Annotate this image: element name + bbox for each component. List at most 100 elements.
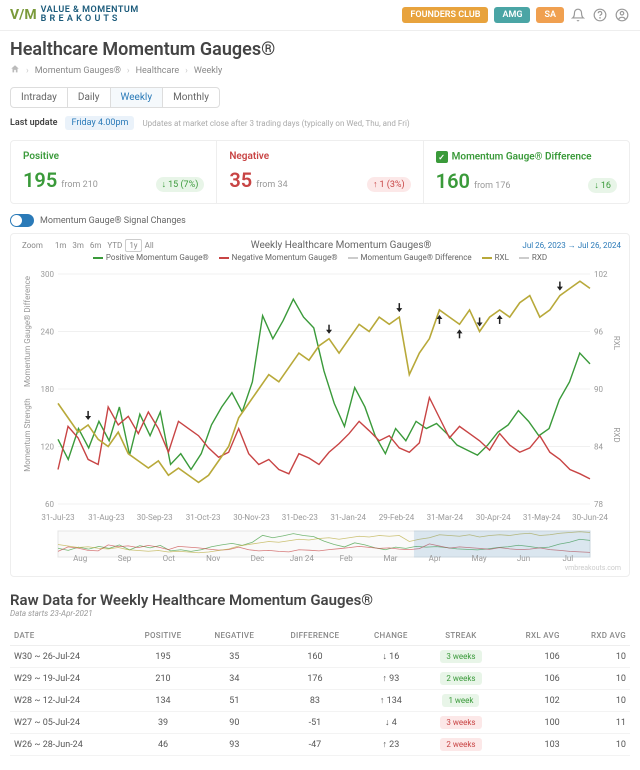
svg-text:Momentum Strength: Momentum Strength xyxy=(23,398,32,471)
svg-text:Mar: Mar xyxy=(383,554,397,563)
legend-item[interactable]: Positive Momentum Gauge® xyxy=(93,253,209,262)
amg-badge[interactable]: AMG xyxy=(494,7,530,23)
crumb-0[interactable]: Momentum Gauges® xyxy=(35,66,121,76)
raw-data-table: DATEPOSITIVENEGATIVEDIFFERENCECHANGESTRE… xyxy=(10,626,630,756)
col-header[interactable]: RXL AVG xyxy=(499,626,564,646)
positive-title: Positive xyxy=(23,151,204,162)
svg-text:60: 60 xyxy=(45,500,54,509)
zoom-3m[interactable]: 3m xyxy=(69,240,87,251)
legend-item[interactable]: RXD xyxy=(519,253,547,262)
col-header[interactable]: NEGATIVE xyxy=(198,626,272,646)
col-header[interactable]: STREAK xyxy=(423,626,499,646)
zoom-all[interactable]: All xyxy=(142,240,157,251)
svg-text:29-Feb-24: 29-Feb-24 xyxy=(379,513,415,522)
svg-text:31-Aug-23: 31-Aug-23 xyxy=(88,513,124,522)
svg-text:Oct: Oct xyxy=(163,554,176,563)
svg-text:Dec: Dec xyxy=(251,554,265,563)
timeframe-tabs: IntradayDailyWeeklyMonthly xyxy=(10,87,220,108)
col-header[interactable]: DATE xyxy=(10,626,128,646)
negative-value: 35 xyxy=(229,168,252,192)
svg-text:31-Oct-23: 31-Oct-23 xyxy=(186,513,221,522)
logo-mark: V/M xyxy=(10,7,37,23)
legend-item[interactable]: Negative Momentum Gauge® xyxy=(219,253,338,262)
svg-text:30-Sep-23: 30-Sep-23 xyxy=(137,513,173,522)
svg-text:Sep: Sep xyxy=(118,554,132,563)
svg-text:RXD: RXD xyxy=(612,427,621,442)
last-update-label: Last update xyxy=(10,118,57,128)
chart-watermark: vmbreakouts.com xyxy=(19,564,621,572)
svg-text:Jul: Jul xyxy=(562,554,573,563)
positive-from: from 210 xyxy=(61,180,98,190)
table-row[interactable]: W26 ~ 28-Jun-244693-47↑ 232 weeks10310 xyxy=(10,734,630,756)
difference-from: from 176 xyxy=(474,181,511,191)
difference-value: 160 xyxy=(436,169,470,193)
positive-card: Positive 195from 210 ↓ 15 (7%) xyxy=(11,141,217,203)
breadcrumb: › Momentum Gauges® › Healthcare › Weekly xyxy=(10,64,630,77)
help-icon[interactable] xyxy=(592,7,608,23)
zoom-1y[interactable]: 1y xyxy=(125,239,141,252)
zoom-1m[interactable]: 1m xyxy=(52,240,70,251)
negative-title: Negative xyxy=(229,151,410,162)
svg-text:30-Nov-23: 30-Nov-23 xyxy=(233,513,270,522)
chart-title: Weekly Healthcare Momentum Gauges® xyxy=(251,240,432,251)
svg-text:Momentum Gauge® Difference: Momentum Gauge® Difference xyxy=(23,276,32,387)
founders-club-button[interactable]: FOUNDERS CLUB xyxy=(402,7,488,23)
svg-text:Jun: Jun xyxy=(517,554,530,563)
positive-value: 195 xyxy=(23,168,57,192)
svg-text:240: 240 xyxy=(41,328,55,337)
col-header[interactable]: CHANGE xyxy=(359,626,423,646)
svg-text:78: 78 xyxy=(594,500,603,509)
table-row[interactable]: W27 ~ 05-Jul-243990-51↓ 43 weeks10011 xyxy=(10,712,630,734)
tab-monthly[interactable]: Monthly xyxy=(163,88,219,107)
main-chart[interactable]: 601201802403007884909610231-Jul-2331-Aug… xyxy=(19,266,621,526)
zoom-ytd[interactable]: YTD xyxy=(104,240,125,251)
col-header[interactable]: DIFFERENCE xyxy=(271,626,359,646)
zoom-6m[interactable]: 6m xyxy=(87,240,105,251)
table-row[interactable]: W30 ~ 26-Jul-2419535160↓ 163 weeks10610 xyxy=(10,646,630,668)
col-header[interactable]: RXD AVG xyxy=(564,626,630,646)
svg-text:31-Mar-24: 31-Mar-24 xyxy=(427,513,464,522)
table-row[interactable]: W29 ~ 19-Jul-2421034176↑ 932 weeks10610 xyxy=(10,668,630,690)
raw-data-title: Raw Data for Weekly Healthcare Momentum … xyxy=(10,591,630,609)
svg-text:120: 120 xyxy=(41,443,55,452)
tab-intraday[interactable]: Intraday xyxy=(11,88,68,107)
tab-weekly[interactable]: Weekly xyxy=(111,88,164,107)
legend-item[interactable]: Momentum Gauge® Difference xyxy=(348,253,472,262)
signal-toggle-label: Momentum Gauge® Signal Changes xyxy=(40,216,186,226)
summary-cards: Positive 195from 210 ↓ 15 (7%) Negative … xyxy=(10,140,630,204)
signal-toggle[interactable] xyxy=(10,214,34,227)
raw-data-subtitle: Data starts 23-Apr-2021 xyxy=(10,609,630,618)
svg-text:96: 96 xyxy=(594,328,603,337)
crumb-1[interactable]: Healthcare xyxy=(136,66,180,76)
svg-text:RXL: RXL xyxy=(612,336,621,351)
logo-text-bottom: B R E A K O U T S xyxy=(41,15,139,24)
svg-text:30-Apr-24: 30-Apr-24 xyxy=(476,513,511,522)
navigator-chart[interactable]: AugSepOctNovDecJan 24FebMarAprMayJunJul xyxy=(19,529,621,563)
svg-text:31-Jul-23: 31-Jul-23 xyxy=(41,513,74,522)
negative-card: Negative 35 from 34 ↑ 1 (3%) xyxy=(217,141,423,203)
svg-text:Aug: Aug xyxy=(73,554,87,563)
negative-from: from 34 xyxy=(256,180,287,190)
col-header[interactable]: POSITIVE xyxy=(128,626,197,646)
legend-item[interactable]: RXL xyxy=(482,253,509,262)
svg-text:90: 90 xyxy=(594,385,603,394)
bell-icon[interactable] xyxy=(570,7,586,23)
home-icon[interactable] xyxy=(10,64,20,77)
chart-legend: Positive Momentum Gauge® Negative Momentu… xyxy=(19,253,621,262)
last-update-row: Last update Friday 4.00pm Updates at mar… xyxy=(10,116,630,130)
difference-delta: ↓ 16 xyxy=(588,178,617,193)
user-icon[interactable] xyxy=(614,7,630,23)
svg-text:102: 102 xyxy=(594,270,608,279)
sa-badge[interactable]: SA xyxy=(536,7,564,23)
tab-daily[interactable]: Daily xyxy=(68,88,111,107)
svg-text:30-Jun-24: 30-Jun-24 xyxy=(572,513,608,522)
last-update-time: Friday 4.00pm xyxy=(65,116,134,130)
table-row[interactable]: W28 ~ 12-Jul-241345183↑ 1341 week10210 xyxy=(10,690,630,712)
svg-text:Apr: Apr xyxy=(429,554,442,563)
svg-text:Feb: Feb xyxy=(340,554,354,563)
negative-delta: ↑ 1 (3%) xyxy=(367,177,411,192)
svg-text:Jan 24: Jan 24 xyxy=(290,554,315,563)
logo[interactable]: V/M VALUE & MOMENTUM B R E A K O U T S xyxy=(10,6,139,24)
chart-date-range[interactable]: Jul 26, 2023 → Jul 26, 2024 xyxy=(522,241,621,250)
crumb-2[interactable]: Weekly xyxy=(194,66,222,76)
